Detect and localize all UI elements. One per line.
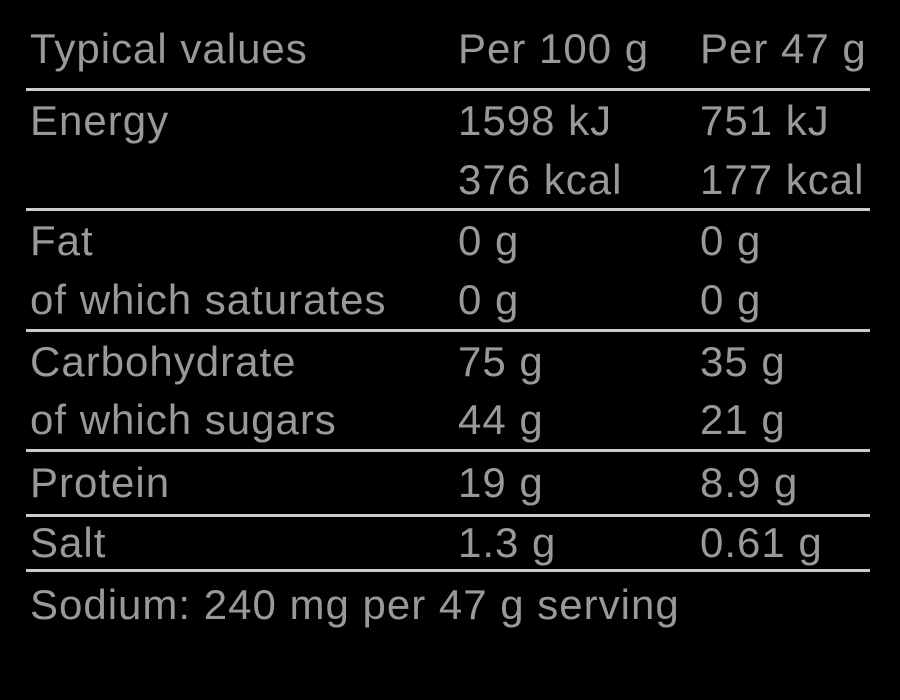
divider xyxy=(26,449,870,452)
row-label: Protein xyxy=(30,459,171,506)
value-per-100g: 19 g xyxy=(458,459,544,506)
nutrition-table: Typical values Per 100 g Per 47 g Energy… xyxy=(0,0,900,638)
divider xyxy=(26,88,870,91)
column-header-per-100g: Per 100 g xyxy=(458,25,650,72)
value-per-100g: 0 g xyxy=(458,216,520,264)
divider xyxy=(26,569,870,572)
value-per-100g: 0 g xyxy=(458,275,520,323)
divider xyxy=(26,208,870,211)
row-label: Salt xyxy=(30,519,107,566)
row-label: of which saturates xyxy=(30,275,387,323)
table-row-salt: Salt 1.3 g 0.61 g xyxy=(0,517,900,569)
value-per-47g: 0 g xyxy=(700,216,762,264)
row-label: Fat xyxy=(30,216,94,264)
table-row-energy-kcal: 376 kcal 177 kcal xyxy=(0,151,900,208)
table-row-carbohydrate: Carbohydrate 75 g 35 g xyxy=(0,332,900,391)
value-per-100g: 1598 kJ xyxy=(458,97,613,144)
sodium-footnote: Sodium: 240 mg per 47 g serving xyxy=(30,581,680,628)
value-per-47g: 8.9 g xyxy=(700,459,799,506)
table-header-row: Typical values Per 100 g Per 47 g xyxy=(0,0,900,88)
column-header-per-47g: Per 47 g xyxy=(700,25,867,72)
row-label: Energy xyxy=(30,97,170,144)
table-row-fat: Fat 0 g 0 g xyxy=(0,211,900,270)
value-per-47g: 0.61 g xyxy=(700,519,823,566)
table-row-energy-kj: Energy 1598 kJ 751 kJ xyxy=(0,91,900,151)
table-row-protein: Protein 19 g 8.9 g xyxy=(0,452,900,514)
value-per-100g: 75 g xyxy=(458,337,544,385)
divider xyxy=(26,329,870,332)
value-per-100g: 1.3 g xyxy=(458,519,557,566)
value-per-47g: 177 kcal xyxy=(700,155,865,203)
divider xyxy=(26,514,870,517)
table-footnote-row: Sodium: 240 mg per 47 g serving xyxy=(0,572,900,638)
value-per-47g: 35 g xyxy=(700,337,786,385)
value-per-100g: 44 g xyxy=(458,396,544,443)
value-per-47g: 0 g xyxy=(700,275,762,323)
table-row-sugars: of which sugars 44 g 21 g xyxy=(0,391,900,449)
value-per-100g: 376 kcal xyxy=(458,155,623,203)
row-label: Carbohydrate xyxy=(30,337,297,385)
column-header-typical-values: Typical values xyxy=(30,25,308,72)
row-label: of which sugars xyxy=(30,396,337,443)
value-per-47g: 751 kJ xyxy=(700,97,830,144)
table-row-saturates: of which saturates 0 g 0 g xyxy=(0,270,900,329)
value-per-47g: 21 g xyxy=(700,396,786,443)
